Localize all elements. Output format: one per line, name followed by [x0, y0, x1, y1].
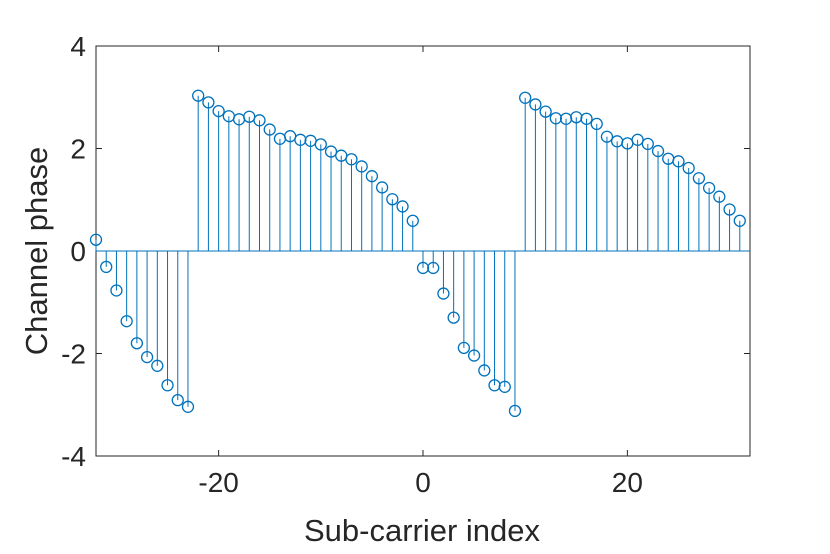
y-axis: -4 -2 0 2 4	[61, 31, 750, 472]
y-tick-label: 0	[70, 236, 86, 267]
stem-marker	[529, 98, 542, 111]
stem-marker	[130, 337, 144, 350]
stem-marker	[386, 193, 399, 206]
stem-marker	[508, 404, 522, 418]
stem-marker	[253, 114, 266, 127]
stem-marker	[600, 130, 614, 143]
stem-marker	[202, 96, 215, 109]
stem-marker	[140, 350, 154, 364]
stems	[89, 89, 746, 418]
stem-marker	[641, 137, 654, 151]
stem-marker	[212, 104, 225, 118]
stem-marker	[375, 181, 389, 194]
stem-marker	[100, 260, 113, 274]
stem-marker	[702, 181, 716, 195]
stem-marker	[733, 214, 746, 227]
stem-marker	[651, 144, 665, 158]
stem-marker	[396, 200, 409, 213]
y-tick-label: -2	[61, 339, 86, 370]
stem-marker	[723, 203, 736, 216]
y-tick-label: 4	[70, 31, 86, 62]
x-tick-label: 0	[415, 467, 431, 498]
stem-marker	[457, 341, 471, 355]
stem-marker	[437, 287, 450, 300]
y-tick-label: 2	[70, 134, 86, 165]
stem-marker	[682, 161, 695, 175]
stem-marker	[631, 133, 644, 146]
x-axis: -20 0 20	[198, 46, 643, 498]
stem-marker	[89, 233, 103, 246]
stem-marker	[110, 284, 123, 297]
x-tick-label: -20	[198, 467, 238, 498]
stem-marker	[181, 400, 195, 413]
stem-marker	[672, 155, 685, 168]
stem-marker	[478, 364, 491, 377]
stem-marker	[171, 393, 184, 407]
stem-marker	[549, 112, 562, 125]
x-tick-label: 20	[612, 467, 643, 498]
x-axis-label: Sub-carrier index	[304, 513, 541, 548]
stem-marker	[406, 214, 419, 227]
stem-marker	[355, 160, 368, 173]
y-tick-label: -4	[61, 441, 86, 472]
y-axis-label: Channel phase	[19, 147, 54, 356]
stem-marker	[314, 138, 327, 151]
stem-marker	[345, 153, 358, 166]
stem-marker	[713, 190, 726, 203]
stem-marker	[192, 89, 205, 102]
stem-marker	[263, 123, 276, 136]
stem-marker	[498, 380, 511, 393]
stem-marker	[580, 112, 593, 125]
stem-marker	[294, 133, 307, 146]
stem-marker	[161, 379, 174, 392]
stem-marker	[151, 359, 164, 372]
stem-marker	[427, 261, 440, 275]
stem-marker	[692, 172, 706, 185]
stem-marker	[590, 117, 603, 131]
stem-marker	[365, 170, 379, 183]
stem-marker	[120, 315, 133, 328]
stem-marker	[416, 261, 430, 275]
stem-marker	[539, 105, 552, 118]
stem-marker	[447, 311, 460, 324]
stem-marker	[324, 145, 338, 158]
stem-marker	[467, 349, 481, 362]
stem-marker	[519, 91, 532, 104]
